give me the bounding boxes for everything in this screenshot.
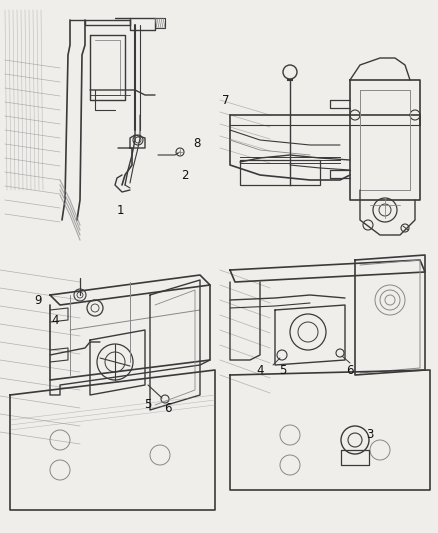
Text: 5: 5 <box>279 364 286 376</box>
Text: 5: 5 <box>144 399 152 411</box>
Text: 1: 1 <box>116 204 124 216</box>
Text: 9: 9 <box>34 294 42 306</box>
Text: 2: 2 <box>181 168 188 182</box>
Text: 3: 3 <box>365 429 373 441</box>
Text: 6: 6 <box>346 364 353 376</box>
Text: 7: 7 <box>222 93 229 107</box>
Text: 8: 8 <box>193 136 200 149</box>
Text: 4: 4 <box>51 313 59 327</box>
Text: 4: 4 <box>256 364 263 376</box>
Text: 6: 6 <box>164 401 171 415</box>
Bar <box>240 160 319 185</box>
